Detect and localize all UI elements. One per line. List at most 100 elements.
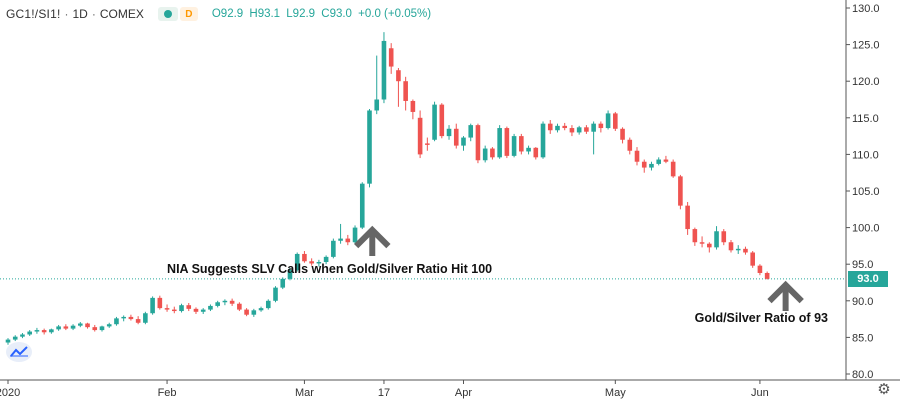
- candle[interactable]: [670, 159, 676, 178]
- candle[interactable]: [302, 251, 307, 263]
- candle[interactable]: [244, 308, 249, 317]
- candle[interactable]: [345, 234, 351, 246]
- candle[interactable]: [555, 123, 560, 133]
- candle[interactable]: [757, 264, 763, 276]
- candle[interactable]: [273, 286, 278, 303]
- candle[interactable]: [352, 225, 358, 244]
- eye-icon[interactable]: [157, 7, 178, 21]
- candle[interactable]: [150, 296, 155, 315]
- candle[interactable]: [316, 259, 322, 267]
- candle[interactable]: [641, 159, 647, 173]
- candle[interactable]: [222, 299, 228, 306]
- candle[interactable]: [432, 101, 437, 142]
- candle[interactable]: [49, 328, 54, 334]
- candle[interactable]: [56, 324, 61, 331]
- candle[interactable]: [143, 311, 148, 325]
- candle[interactable]: [5, 338, 11, 345]
- candle[interactable]: [157, 295, 163, 310]
- candle[interactable]: [620, 127, 625, 144]
- candle[interactable]: [584, 125, 589, 134]
- candle[interactable]: [164, 304, 170, 312]
- candle[interactable]: [128, 314, 134, 321]
- candle[interactable]: [374, 55, 380, 115]
- candle[interactable]: [533, 147, 539, 160]
- candle[interactable]: [338, 223, 343, 244]
- candle[interactable]: [367, 109, 372, 188]
- candle[interactable]: [764, 271, 770, 280]
- candle[interactable]: [576, 125, 582, 135]
- candle[interactable]: [323, 255, 329, 265]
- data-badge[interactable]: D: [179, 7, 198, 21]
- candle[interactable]: [70, 324, 76, 331]
- candle[interactable]: [258, 306, 264, 312]
- candle[interactable]: [750, 251, 755, 268]
- candle[interactable]: [287, 267, 293, 281]
- candle[interactable]: [540, 121, 546, 159]
- candle[interactable]: [497, 125, 502, 159]
- candle[interactable]: [78, 322, 83, 328]
- candle[interactable]: [331, 238, 336, 259]
- candle[interactable]: [707, 242, 712, 253]
- candle[interactable]: [656, 157, 661, 166]
- candle[interactable]: [229, 298, 235, 306]
- candle[interactable]: [446, 125, 452, 140]
- candle[interactable]: [114, 316, 119, 326]
- candle[interactable]: [85, 322, 90, 329]
- interval-label[interactable]: 1D: [72, 7, 88, 21]
- candle[interactable]: [714, 226, 719, 250]
- candle[interactable]: [511, 133, 517, 158]
- candle[interactable]: [294, 252, 300, 272]
- candle[interactable]: [121, 315, 126, 322]
- candle[interactable]: [403, 76, 408, 111]
- candle[interactable]: [34, 327, 40, 334]
- candle[interactable]: [215, 300, 220, 308]
- candle[interactable]: [41, 328, 47, 335]
- candle[interactable]: [193, 307, 199, 314]
- candle[interactable]: [519, 133, 524, 155]
- candle[interactable]: [396, 68, 401, 107]
- candle[interactable]: [475, 123, 481, 164]
- candle[interactable]: [735, 245, 741, 254]
- candle[interactable]: [634, 147, 640, 166]
- candle[interactable]: [721, 229, 727, 246]
- candle[interactable]: [562, 122, 568, 131]
- candle[interactable]: [678, 174, 683, 210]
- candle[interactable]: [743, 246, 748, 255]
- candle[interactable]: [63, 324, 69, 331]
- candle[interactable]: [663, 155, 669, 164]
- candle[interactable]: [359, 182, 365, 230]
- candle[interactable]: [388, 43, 394, 74]
- candle[interactable]: [685, 201, 690, 235]
- candle[interactable]: [20, 333, 25, 339]
- candle[interactable]: [92, 324, 98, 332]
- candle[interactable]: [649, 161, 654, 171]
- candle[interactable]: [591, 121, 596, 155]
- candle[interactable]: [468, 123, 474, 142]
- candle[interactable]: [598, 121, 604, 133]
- candle[interactable]: [171, 306, 177, 314]
- candle[interactable]: [453, 123, 459, 149]
- tradingview-logo-icon[interactable]: [6, 342, 32, 362]
- candle[interactable]: [699, 236, 705, 248]
- candle[interactable]: [482, 145, 488, 163]
- candle[interactable]: [309, 258, 314, 266]
- candle[interactable]: [208, 304, 213, 312]
- candle[interactable]: [613, 111, 618, 131]
- candle[interactable]: [526, 145, 531, 155]
- candle[interactable]: [237, 302, 242, 312]
- candle[interactable]: [490, 147, 495, 160]
- candle[interactable]: [251, 308, 257, 317]
- candle[interactable]: [425, 137, 430, 151]
- candle[interactable]: [569, 125, 575, 137]
- candle[interactable]: [106, 322, 112, 328]
- candle[interactable]: [547, 119, 553, 134]
- candle[interactable]: [265, 299, 271, 310]
- candle[interactable]: [99, 325, 105, 332]
- candle[interactable]: [179, 303, 184, 313]
- gear-icon[interactable]: ⚙: [877, 381, 891, 398]
- candle[interactable]: [12, 335, 18, 342]
- candle[interactable]: [461, 136, 466, 151]
- candle[interactable]: [417, 110, 423, 159]
